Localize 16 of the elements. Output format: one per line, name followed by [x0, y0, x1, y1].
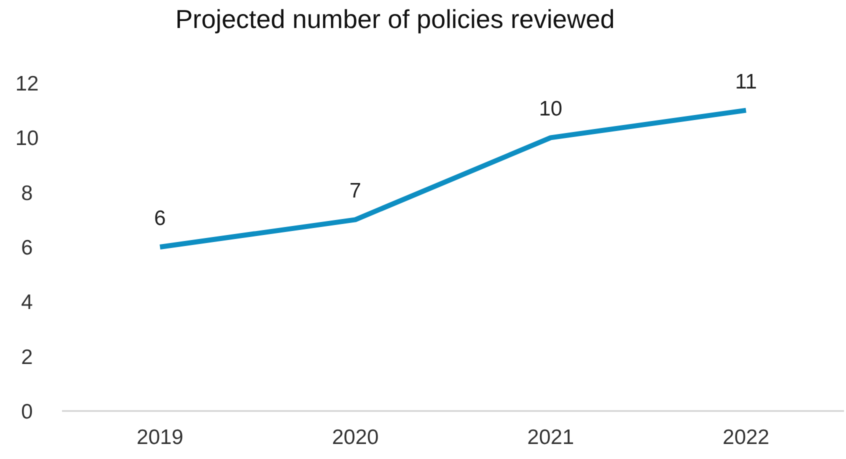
- y-tick-label: 8: [21, 182, 33, 205]
- y-tick-label: 6: [21, 236, 33, 260]
- data-label: 6: [154, 207, 166, 230]
- y-tick-label: 4: [21, 291, 34, 314]
- y-tick-label: 12: [15, 72, 39, 96]
- y-tick-label: 10: [15, 127, 39, 150]
- y-tick-label: 0: [21, 400, 33, 424]
- y-tick-label: 2: [21, 346, 33, 369]
- data-label: 10: [538, 98, 562, 121]
- x-tick-label: 2021: [527, 426, 574, 449]
- chart-title: Projected number of policies reviewed: [174, 4, 616, 35]
- x-tick-label: 2019: [136, 426, 184, 449]
- x-tick-label: 2020: [332, 426, 379, 449]
- data-label: 11: [735, 70, 757, 94]
- data-label: 7: [349, 180, 362, 203]
- x-tick-label: 2022: [722, 426, 770, 449]
